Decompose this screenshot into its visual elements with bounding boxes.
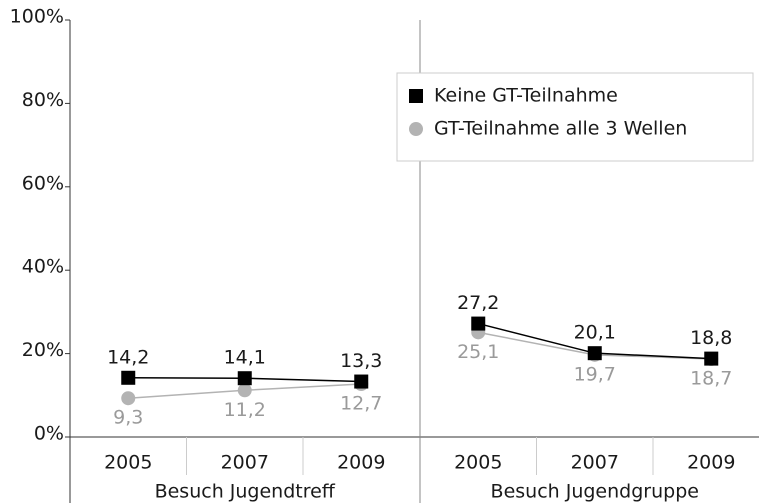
data-label: 13,3 xyxy=(340,350,382,372)
y-tick-label: 20% xyxy=(22,339,64,361)
data-label: 20,1 xyxy=(574,322,616,344)
marker xyxy=(704,351,719,366)
y-tick-label: 0% xyxy=(34,423,64,445)
marker xyxy=(121,370,136,385)
marker xyxy=(121,391,136,406)
x-tick-label: 2005 xyxy=(454,452,502,474)
y-tick-label: 60% xyxy=(22,172,64,194)
data-label: 25,1 xyxy=(457,341,499,363)
data-label: 18,7 xyxy=(690,368,732,390)
y-tick-label: 100% xyxy=(10,6,64,28)
data-label: 19,7 xyxy=(574,363,616,385)
data-label: 14,1 xyxy=(224,347,266,369)
marker xyxy=(587,346,602,361)
x-tick-label: 2009 xyxy=(687,452,735,474)
x-tick-label: 2007 xyxy=(221,452,269,474)
data-label: 11,2 xyxy=(224,399,266,421)
x-tick-label: 2009 xyxy=(337,452,385,474)
data-label: 27,2 xyxy=(457,292,499,314)
data-label: 12,7 xyxy=(340,393,382,415)
data-label: 14,2 xyxy=(107,346,149,368)
y-tick-label: 80% xyxy=(22,89,64,111)
group-label: Besuch Jugendgruppe xyxy=(491,481,699,503)
legend-label: GT-Teilnahme alle 3 Wellen xyxy=(434,118,687,140)
marker xyxy=(237,383,252,398)
marker xyxy=(237,371,252,386)
marker xyxy=(471,316,486,331)
group-label: Besuch Jugendtreff xyxy=(155,481,336,503)
y-tick-label: 40% xyxy=(22,256,64,278)
legend-marker xyxy=(409,122,423,136)
legend-marker xyxy=(409,89,423,103)
legend-label: Keine GT-Teilnahme xyxy=(434,85,618,107)
data-label: 9,3 xyxy=(113,407,143,429)
x-tick-label: 2007 xyxy=(571,452,619,474)
x-tick-label: 2005 xyxy=(104,452,152,474)
data-label: 18,8 xyxy=(690,327,732,349)
legend-box xyxy=(396,72,754,162)
marker xyxy=(354,374,369,389)
